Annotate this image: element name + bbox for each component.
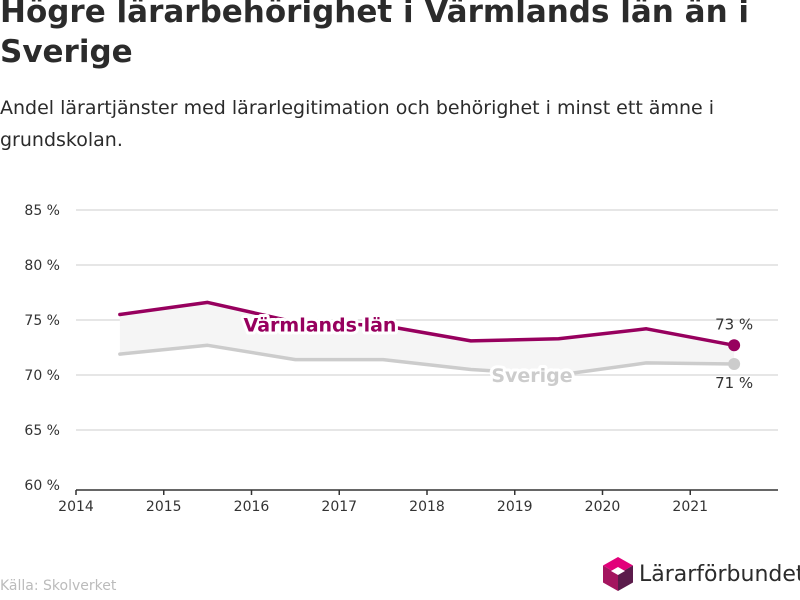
- y-tick-label: 80 %: [24, 258, 60, 274]
- brand-name: Lärarförbundet: [639, 561, 800, 587]
- x-tick-label: 2017: [321, 499, 357, 515]
- brand-mark-icon: [603, 557, 633, 591]
- line-chart: 2014 2015 2016 2017 2018 2019 2020 2021 60 % 65 …: [24, 203, 778, 515]
- x-tick-label: 2015: [146, 499, 182, 515]
- source-note: Källa: Skolverket: [0, 578, 117, 594]
- end-point: [728, 358, 741, 370]
- end-value-label: 71 %: [715, 374, 753, 392]
- series-name-label: Värmlands län: [244, 314, 397, 336]
- y-tick-label: 75 %: [24, 313, 60, 329]
- series-line: [118, 343, 736, 377]
- y-axis: 60 % 65 % 70 % 75 % 80 % 85 %: [24, 203, 60, 494]
- series-labels: 73 % 71 % Värmlands län Sverige: [241, 311, 754, 392]
- x-tick-label: 2018: [409, 499, 445, 515]
- chart-subtitle: Andel lärartjänster med lärarlegitimatio…: [0, 97, 715, 151]
- series-name-label: Sverige: [491, 365, 572, 387]
- series-lines: [118, 300, 741, 377]
- x-tick-label: 2020: [585, 499, 621, 515]
- x-tick-label: 2014: [58, 499, 94, 515]
- x-axis: 2014 2015 2016 2017 2018 2019 2020 2021: [58, 489, 778, 515]
- x-tick-label: 2019: [497, 499, 533, 515]
- end-value-label: 73 %: [715, 315, 753, 333]
- y-tick-label: 65 %: [24, 423, 60, 439]
- chart-title: Högre lärarbehörighet i Värmlands län än…: [0, 0, 750, 70]
- x-tick-label: 2021: [672, 499, 708, 515]
- series-line: [118, 300, 736, 348]
- gridlines: [76, 209, 778, 431]
- y-tick-label: 60 %: [24, 478, 60, 494]
- end-point: [728, 339, 741, 352]
- brand-logo: Lärarförbundet: [601, 556, 800, 592]
- gap-band: [119, 302, 735, 375]
- y-tick-label: 70 %: [24, 368, 60, 384]
- y-tick-label: 85 %: [24, 203, 60, 219]
- gap-band-area: [119, 302, 735, 375]
- x-tick-label: 2016: [234, 499, 270, 515]
